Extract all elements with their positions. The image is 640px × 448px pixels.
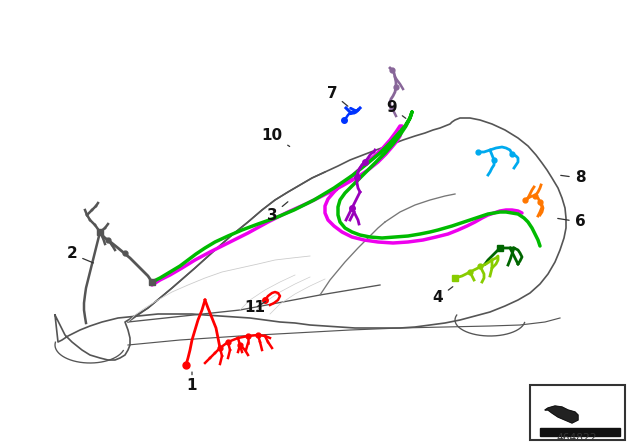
Text: 11: 11 (244, 301, 266, 315)
Text: 9: 9 (387, 100, 406, 118)
Text: 4: 4 (433, 287, 452, 306)
Text: 8: 8 (561, 171, 586, 185)
Text: 6: 6 (557, 215, 586, 229)
Text: 10: 10 (261, 128, 290, 146)
Text: 2: 2 (67, 246, 93, 263)
Bar (530, 385, 625, 440)
Text: 3: 3 (267, 202, 288, 223)
Text: 464822: 464822 (557, 433, 597, 443)
Polygon shape (545, 406, 578, 423)
Text: 7: 7 (326, 86, 348, 106)
Text: 1: 1 (187, 372, 197, 392)
Polygon shape (540, 428, 620, 436)
